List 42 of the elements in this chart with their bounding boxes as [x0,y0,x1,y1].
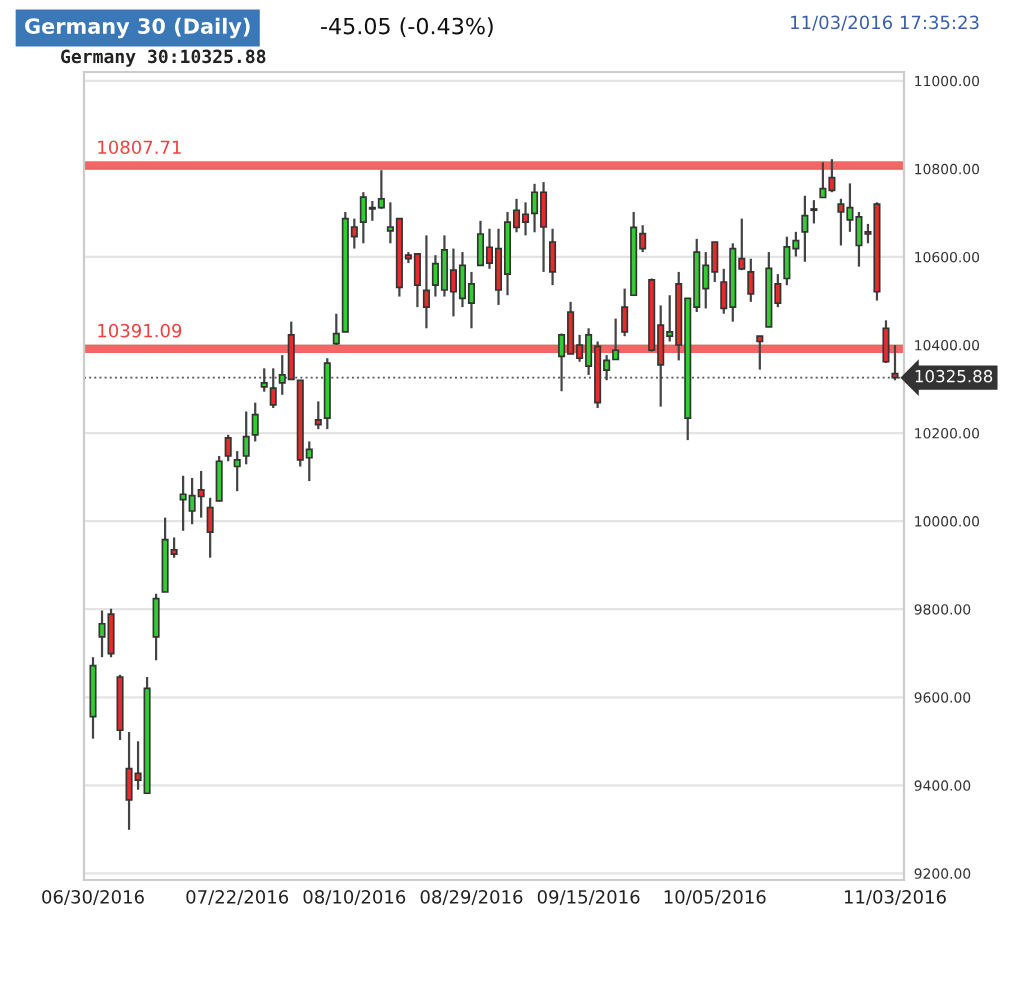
candlestick [467,270,476,330]
candlestick [549,227,557,287]
text: Germany 30:10325.88 [61,49,266,67]
candlestick [215,454,223,502]
candlestick [233,450,241,493]
candlestick [756,335,764,371]
x-tick-label: 09/15/2016 [537,890,640,906]
candlestick [882,319,890,365]
text: 11/03/2016 17:35:23 [791,15,979,31]
x-tick-label: 10/05/2016 [664,890,766,906]
chart-title: Germany 30 (Daily) [25,17,250,39]
candlestick [152,592,160,662]
candlestick [269,367,277,410]
candlestick [612,317,620,361]
candlestick [801,194,809,263]
candlestick [837,197,845,247]
x-tick-label: 08/10/2016 [303,890,406,906]
candlestick [224,433,232,463]
candlestick [377,169,385,211]
x-tick-label: 07/22/2016 [186,890,289,906]
candlestick [206,496,214,559]
candlestick [314,400,322,431]
candlestick [819,161,827,199]
candlestick [494,227,503,307]
candlestick [197,469,205,519]
chart-subtitle: -45.05 (-0.43%) [321,17,493,38]
candlestick [783,235,791,287]
x-tick-label: 06/30/2016 [42,890,144,906]
candlestick [251,401,259,443]
candlestick [747,257,755,303]
candlestick [621,287,629,338]
x-tick-label: 11/03/2016 [844,890,946,906]
ref-line-label: 10807.71 [98,140,181,155]
candlestick [242,410,250,466]
ref-line-label: 10391.09 [98,323,182,338]
candlestick [332,312,340,347]
candlestick [422,234,430,330]
x-tick-label: 08/29/2016 [420,890,523,906]
ref-line-label: 10325.88 [915,369,993,383]
candlestick [810,199,818,225]
candlestick [476,219,485,267]
candlestick [413,252,421,309]
